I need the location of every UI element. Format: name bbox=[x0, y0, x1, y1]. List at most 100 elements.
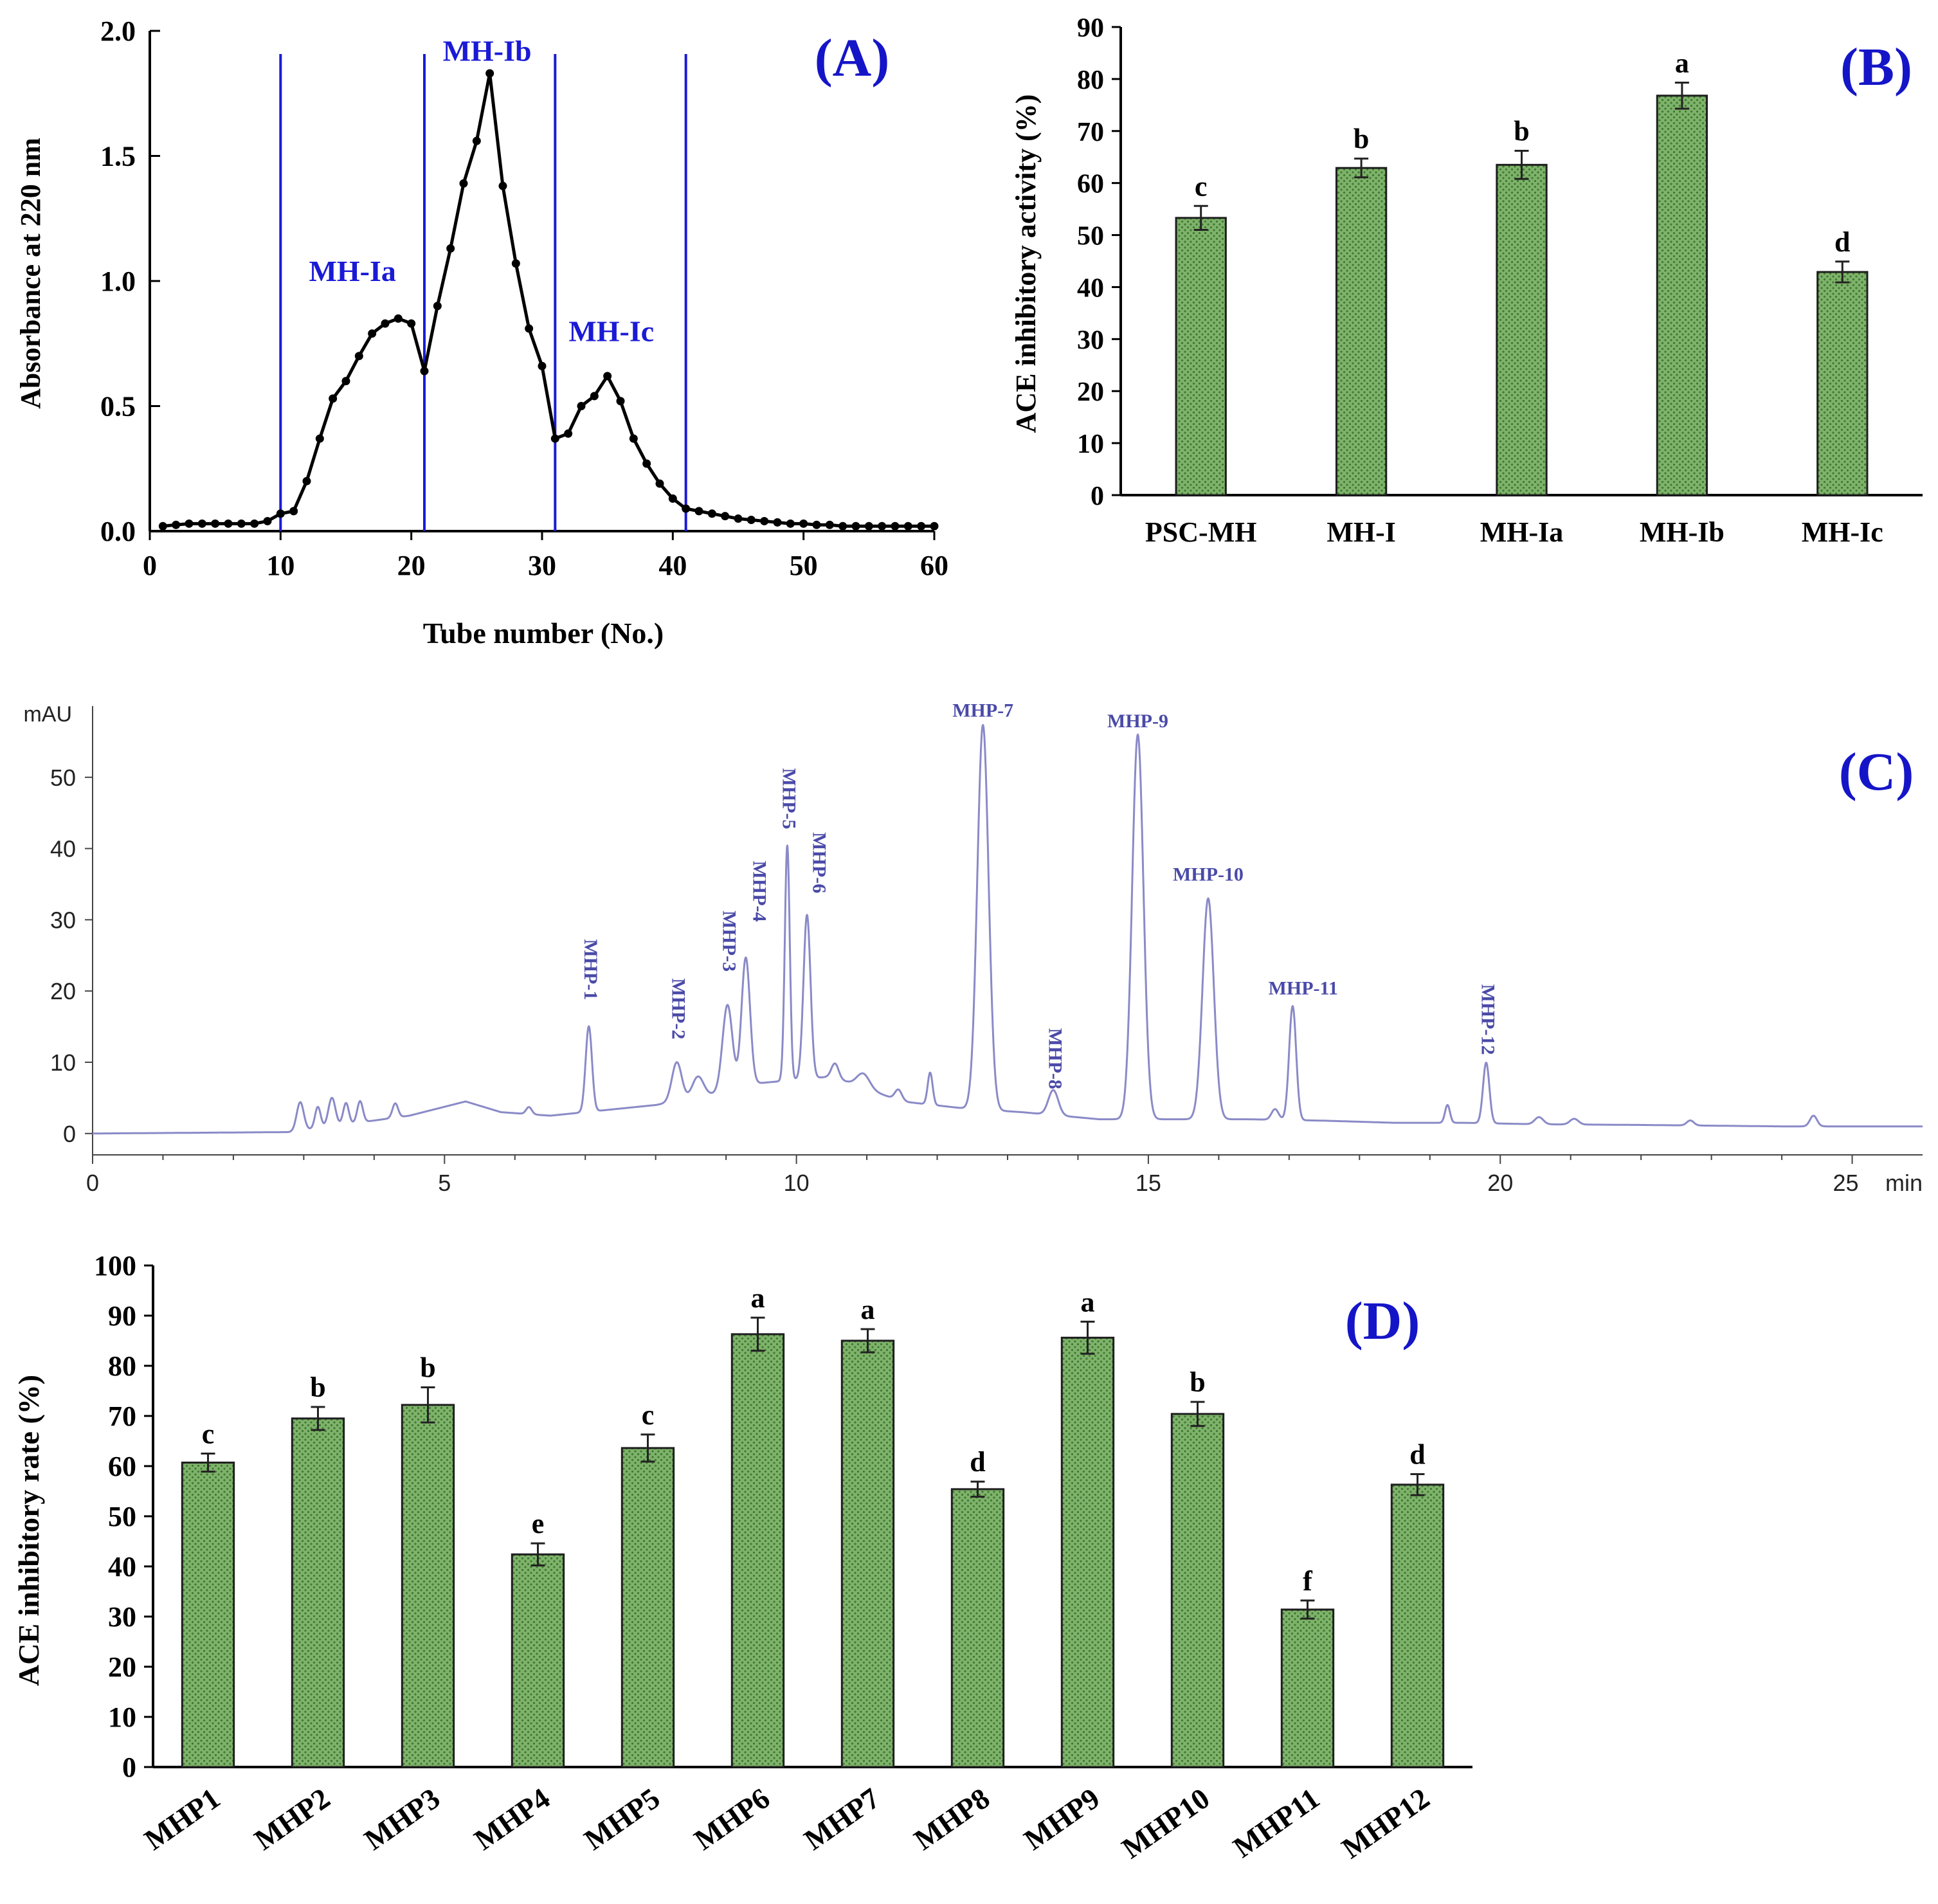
panel-a-plot: 0.0 0.5 1.0 1.5 2.0 0 10 20 30 40 50 60 MH-Ia MH-Ib MH… bbox=[100, 15, 948, 581]
panel-c-peak-label: MHP-4 bbox=[749, 861, 770, 922]
panel-a-data-point bbox=[315, 434, 324, 443]
b-plot-significance-letter: a bbox=[1675, 48, 1689, 79]
panel-a-label: (A) bbox=[815, 28, 890, 88]
panel-a-fraction-label: MH-Ia bbox=[309, 255, 395, 287]
panel-a-data-point bbox=[525, 324, 534, 333]
b-plot-y-tick-label: 10 bbox=[1077, 430, 1104, 459]
panel-c-label: (C) bbox=[1839, 742, 1914, 802]
panel-a-data-point bbox=[878, 521, 887, 530]
panel-a-data-point bbox=[407, 319, 416, 328]
panel-a-data-point bbox=[172, 520, 181, 529]
panel-a-x-tick-label: 0 bbox=[143, 550, 157, 581]
panel-a-x-tick-label: 50 bbox=[790, 550, 818, 581]
panel-c-x-tick-label: 5 bbox=[438, 1170, 451, 1196]
panel-c-peak-label: MHP-11 bbox=[1269, 978, 1338, 999]
d-plot-y-tick-label: 20 bbox=[108, 1651, 136, 1683]
panel-a-data-point bbox=[760, 516, 769, 525]
d-plot-category-label: MHP9 bbox=[1018, 1781, 1105, 1856]
panel-a-data-point bbox=[459, 179, 468, 188]
panel-c-peak-label: MHP-2 bbox=[668, 978, 689, 1039]
b-plot-significance-letter: d bbox=[1834, 226, 1850, 258]
d-plot-bar bbox=[620, 1447, 675, 1768]
b-plot-y-tick-label: 40 bbox=[1077, 273, 1104, 303]
d-plot-significance-letter: a bbox=[861, 1294, 875, 1325]
panel-a-data-point bbox=[668, 494, 677, 503]
panel-a-data-point bbox=[329, 394, 338, 403]
panel-c-peak-label: MHP-12 bbox=[1477, 984, 1498, 1055]
b-plot-category-label: MH-Ic bbox=[1802, 516, 1883, 548]
panel-c-y-tick-label: 0 bbox=[63, 1121, 76, 1147]
d-plot-y-tick-label: 100 bbox=[94, 1250, 136, 1282]
d-plot-significance-letter: e bbox=[532, 1508, 545, 1539]
panel-a-y-tick-label: 2.0 bbox=[100, 15, 136, 47]
d-plot-y-tick-label: 60 bbox=[108, 1451, 136, 1482]
d-plot-category-label: MHP12 bbox=[1336, 1781, 1435, 1865]
panel-b-plot: 0102030405060708090cPSC-MHbMH-IbMH-IaaMH… bbox=[1077, 14, 1923, 548]
b-plot-category-label: PSC-MH bbox=[1145, 516, 1257, 548]
panel-a-x-tick-label: 10 bbox=[266, 550, 294, 581]
d-plot-bar bbox=[730, 1333, 785, 1768]
b-plot-significance-letter: c bbox=[1195, 170, 1208, 202]
panel-a-data-point bbox=[786, 519, 795, 528]
panel-a-data-point bbox=[838, 521, 847, 530]
panel-c-peak-label: MHP-9 bbox=[1107, 711, 1168, 732]
panel-b: 0102030405060708090cPSC-MHbMH-IbMH-IaaMH… bbox=[1010, 14, 1923, 548]
d-plot-bar bbox=[291, 1417, 345, 1768]
b-plot-bar bbox=[1496, 163, 1548, 496]
panel-a-y-tick-label: 1.5 bbox=[100, 141, 136, 172]
panel-a-data-point bbox=[655, 479, 664, 488]
panel-a-data-point bbox=[341, 377, 350, 386]
panel-a-data-point bbox=[538, 361, 547, 370]
panel-a-data-point bbox=[394, 314, 403, 323]
d-plot-y-tick-label: 80 bbox=[108, 1350, 136, 1382]
panel-c-peak-label: MHP-5 bbox=[778, 768, 799, 830]
d-plot-category-label: MHP5 bbox=[578, 1781, 666, 1856]
panel-c-plot: 0 10 20 30 40 50 0 5 10 15 20 25 MHP-1 MHP-2 MHP-3 MHP-… bbox=[50, 700, 1923, 1196]
panel-a-x-tick-label: 60 bbox=[920, 550, 948, 581]
panel-a-xlabel: Tube number (No.) bbox=[423, 617, 664, 649]
panel-a-y-tick-label: 0.5 bbox=[100, 391, 136, 422]
panel-c-ylabel: mAU bbox=[23, 702, 72, 727]
d-plot-significance-letter: a bbox=[751, 1282, 765, 1314]
b-plot-y-tick-label: 90 bbox=[1077, 14, 1104, 43]
panel-a: 0.0 0.5 1.0 1.5 2.0 0 10 20 30 40 50 60 MH-Ia MH-Ib MH… bbox=[15, 15, 948, 649]
panel-a-data-point bbox=[498, 181, 507, 190]
d-plot-bar bbox=[1060, 1336, 1115, 1768]
panel-a-data-point bbox=[891, 521, 900, 530]
panel-a-data-point bbox=[158, 521, 167, 530]
panel-c-chromatogram-trace bbox=[92, 723, 1923, 1135]
panel-a-data-point bbox=[211, 519, 220, 528]
d-plot-y-tick-label: 0 bbox=[122, 1752, 136, 1783]
panel-d: 0 10 20 30 40 50 60 70 80 90 100 c MHP1 b MHP2 b MHP3 e MH… bbox=[12, 1250, 1472, 1865]
panel-a-fraction-label: MH-Ic bbox=[568, 314, 654, 347]
panel-c-x-tick-label: 20 bbox=[1487, 1170, 1513, 1196]
panel-a-data-point bbox=[511, 259, 520, 268]
panel-a-data-point bbox=[433, 302, 442, 311]
d-plot-y-tick-label: 90 bbox=[108, 1300, 136, 1332]
panel-a-data-point bbox=[930, 521, 939, 530]
b-plot-y-tick-label: 60 bbox=[1077, 170, 1104, 199]
b-plot-bar bbox=[1335, 167, 1388, 496]
panel-a-data-point bbox=[485, 69, 494, 78]
panel-c-y-tick-label: 30 bbox=[50, 907, 76, 933]
panel-a-data-point bbox=[694, 507, 703, 516]
panel-a-data-point bbox=[682, 504, 691, 513]
panel-a-data-point bbox=[707, 509, 716, 518]
panel-a-data-point bbox=[747, 515, 756, 524]
d-plot-significance-letter: b bbox=[310, 1372, 325, 1403]
b-plot-y-tick-label: 20 bbox=[1077, 377, 1104, 407]
panel-a-ylabel: Absorbance at 220 nm bbox=[15, 138, 46, 409]
b-plot-bar bbox=[1175, 217, 1227, 496]
panel-b-label: (B) bbox=[1840, 37, 1912, 97]
panel-a-data-point bbox=[237, 519, 246, 528]
panel-d-ylabel: ACE inhibitory rate (%) bbox=[12, 1375, 45, 1686]
d-plot-bar bbox=[1280, 1608, 1335, 1768]
b-plot-y-tick-label: 70 bbox=[1077, 118, 1104, 147]
d-plot-bar bbox=[1390, 1483, 1445, 1768]
panel-a-data-point bbox=[250, 519, 259, 528]
panel-a-data-point bbox=[550, 434, 559, 443]
panel-d-label: (D) bbox=[1345, 1291, 1420, 1351]
panel-a-x-tick-label: 30 bbox=[528, 550, 556, 581]
panel-c-y-tick-label: 10 bbox=[50, 1049, 76, 1076]
